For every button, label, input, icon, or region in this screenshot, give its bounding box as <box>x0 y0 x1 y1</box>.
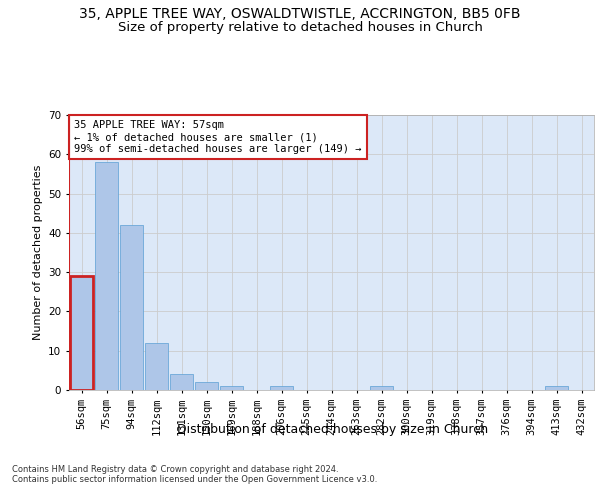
Bar <box>545 386 568 390</box>
Bar <box>145 343 168 390</box>
Bar <box>170 374 193 390</box>
Text: 35, APPLE TREE WAY, OSWALDTWISTLE, ACCRINGTON, BB5 0FB: 35, APPLE TREE WAY, OSWALDTWISTLE, ACCRI… <box>79 8 521 22</box>
Text: Contains HM Land Registry data © Crown copyright and database right 2024.
Contai: Contains HM Land Registry data © Crown c… <box>12 465 377 484</box>
Bar <box>195 382 218 390</box>
Bar <box>95 162 118 390</box>
Bar <box>270 386 293 390</box>
Bar <box>220 386 243 390</box>
Bar <box>120 225 143 390</box>
Bar <box>370 386 393 390</box>
Y-axis label: Number of detached properties: Number of detached properties <box>32 165 43 340</box>
Bar <box>70 276 93 390</box>
Text: Distribution of detached houses by size in Church: Distribution of detached houses by size … <box>178 422 488 436</box>
Text: Size of property relative to detached houses in Church: Size of property relative to detached ho… <box>118 21 482 34</box>
Text: 35 APPLE TREE WAY: 57sqm
← 1% of detached houses are smaller (1)
99% of semi-det: 35 APPLE TREE WAY: 57sqm ← 1% of detache… <box>74 120 362 154</box>
